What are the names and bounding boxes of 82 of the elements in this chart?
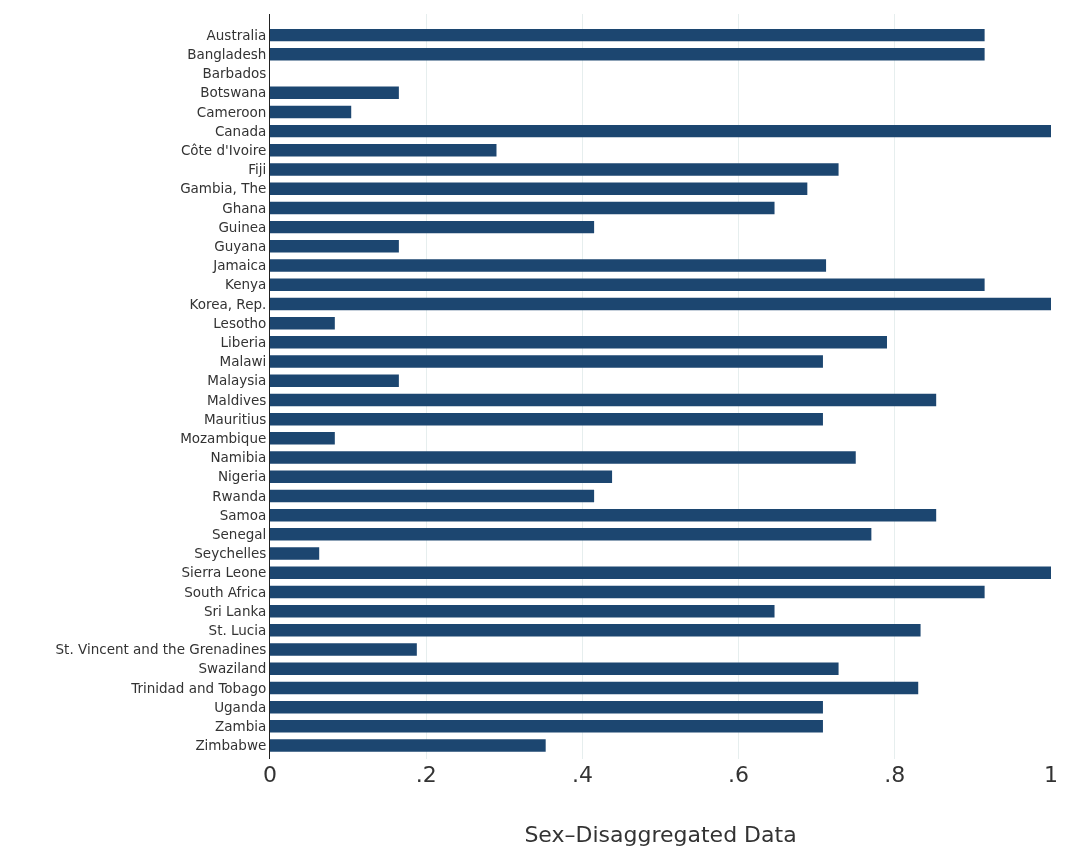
bar [270, 662, 839, 675]
x-tick-label: .2 [415, 762, 437, 787]
y-tick-label: Canada [214, 122, 267, 139]
y-tick-label: Ghana [222, 199, 267, 216]
bar [270, 316, 335, 330]
y-tick-label: South Africa [184, 583, 267, 600]
bar [270, 643, 417, 656]
y-tick-label: Liberia [220, 334, 267, 351]
y-tick-label: Bangladesh [187, 46, 267, 63]
bar [270, 240, 399, 253]
y-tick-label: Swaziland [198, 660, 267, 677]
x-tick-label: 0 [263, 762, 277, 787]
y-tick-label: Jamaica [212, 257, 267, 274]
y-tick-label: Sierra Leone [181, 564, 267, 581]
y-tick-label: Namibia [210, 449, 267, 466]
y-tick-label: St. Vincent and the Grenadines [55, 641, 267, 658]
y-tick-label: Mozambique [180, 430, 267, 447]
y-tick-label: Maldives [206, 391, 267, 408]
bar [270, 700, 823, 714]
y-tick-label: Cameroon [196, 103, 267, 120]
y-tick-label: Côte d'Ivoire [180, 142, 267, 159]
bar [270, 720, 823, 733]
bar [270, 278, 985, 291]
bar [270, 259, 827, 272]
bar [270, 220, 595, 234]
y-tick-label: Malaysia [207, 372, 267, 389]
bar [270, 28, 985, 42]
y-tick-label: Sri Lanka [203, 602, 267, 619]
bar [270, 105, 352, 119]
bar [270, 432, 335, 445]
bar [270, 547, 320, 560]
y-tick-label: Guyana [214, 238, 267, 255]
y-tick-label: Kenya [224, 276, 267, 293]
y-tick-label: Trinidad and Tobago [130, 679, 267, 696]
bar [270, 566, 1051, 579]
bar [270, 739, 546, 752]
bar [270, 604, 775, 618]
y-tick-label: Seychelles [194, 545, 267, 562]
y-tick-label: Botswana [200, 84, 267, 101]
bar [270, 163, 839, 176]
x-tick-label: .6 [728, 762, 750, 787]
y-tick-label: Rwanda [212, 487, 267, 504]
bar [270, 48, 985, 61]
bar [270, 355, 823, 368]
y-tick-label: Korea, Rep. [189, 295, 267, 312]
bar [270, 182, 808, 195]
bar [270, 489, 595, 503]
bar [270, 144, 497, 157]
bar [270, 86, 399, 99]
y-tick-label: Gambia, The [180, 180, 267, 197]
y-tick-label: Uganda [214, 698, 267, 715]
bar [270, 681, 919, 695]
x-tick-label: 1 [1044, 762, 1058, 787]
bar [270, 393, 937, 407]
x-tick-label: .4 [571, 762, 593, 787]
y-tick-label: St. Lucia [208, 622, 267, 639]
y-tick-label: Zambia [215, 718, 267, 735]
bar [270, 201, 775, 215]
y-tick-label: Guinea [218, 218, 267, 235]
bar [270, 297, 1051, 311]
x-axis-title: Sex–Disaggregated Data [524, 821, 797, 847]
y-tick-label: Zimbabwe [195, 737, 267, 754]
bar [270, 624, 921, 637]
y-tick-label: Nigeria [217, 468, 267, 485]
y-tick-label: Fiji [248, 161, 267, 178]
bar [270, 508, 937, 522]
y-tick-label: Lesotho [213, 314, 267, 331]
y-tick-label: Mauritius [203, 410, 267, 427]
y-tick-label: Senegal [211, 526, 267, 543]
bar [270, 528, 872, 541]
y-tick-label: Australia [206, 26, 267, 43]
y-tick-label: Malawi [219, 353, 267, 370]
bar [270, 451, 856, 464]
x-tick-label: .8 [884, 762, 906, 787]
bar [270, 585, 985, 599]
y-tick-label: Barbados [202, 65, 267, 82]
bar [270, 470, 613, 483]
bar [270, 124, 1051, 138]
bar [270, 374, 399, 387]
bar [270, 412, 823, 426]
y-tick-label: Samoa [219, 506, 267, 523]
bar [270, 336, 887, 349]
